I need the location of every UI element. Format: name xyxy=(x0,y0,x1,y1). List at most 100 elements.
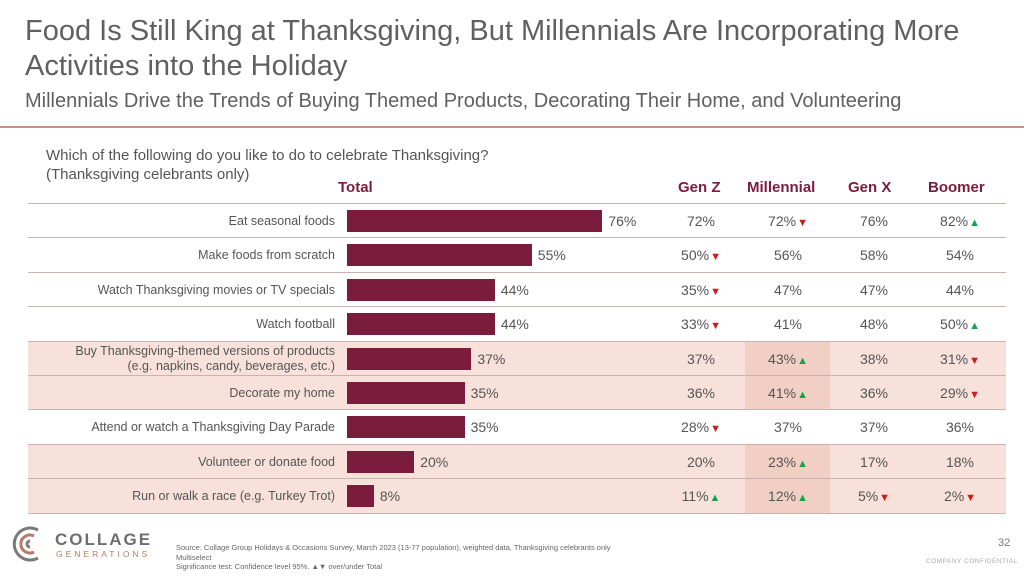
cell-value: 82% xyxy=(940,213,969,229)
cell-millennial: 37% xyxy=(743,419,833,435)
header-gen-z: Gen Z xyxy=(678,179,721,196)
cell-value: 76% xyxy=(859,213,889,229)
row-label: Eat seasonal foods xyxy=(28,214,335,229)
cell-value: 58% xyxy=(859,247,889,264)
row-label-line: Watch Thanksgiving movies or TV specials xyxy=(97,282,335,297)
cell-value: 50% xyxy=(681,247,710,264)
cell-boomer: 82%▲ xyxy=(915,213,1005,229)
table-row xyxy=(28,444,1006,480)
cell-value: 47% xyxy=(859,281,889,298)
triangle-down-icon: ▼ xyxy=(965,492,977,505)
cell-value: 20% xyxy=(686,453,716,470)
bar-total xyxy=(347,416,465,439)
bar-total xyxy=(347,382,465,404)
cell-genx: 5%▼ xyxy=(829,488,919,504)
triangle-up-icon: ▲ xyxy=(797,492,808,505)
cell-genx: 76% xyxy=(829,213,919,229)
cell-value: 12% xyxy=(768,488,797,505)
triangle-down-icon: ▼ xyxy=(969,354,980,367)
cell-genx: 47% xyxy=(829,282,919,298)
cell-value: 48% xyxy=(859,316,889,333)
question-line-1: Which of the following do you like to do… xyxy=(46,147,489,164)
cell-value: 29% xyxy=(940,385,969,401)
cell-value: 36% xyxy=(686,385,716,401)
triangle-down-icon: ▼ xyxy=(710,320,721,333)
triangle-down-icon: ▼ xyxy=(879,492,891,505)
slide-subtitle: Millennials Drive the Trends of Buying T… xyxy=(25,90,902,112)
cell-boomer: 18% xyxy=(915,454,1005,470)
cell-millennial: 47% xyxy=(743,282,833,298)
triangle-down-icon: ▼ xyxy=(797,217,808,229)
cell-millennial: 23%▲ xyxy=(743,454,833,470)
millennial-highlight xyxy=(745,444,830,479)
cell-boomer: 36% xyxy=(915,419,1005,435)
bar-value-label: 44% xyxy=(500,316,529,333)
page-number: 32 xyxy=(998,537,1011,549)
collage-logo-icon xyxy=(12,526,39,562)
cell-millennial: 43%▲ xyxy=(743,351,833,367)
cell-value: 37% xyxy=(773,419,803,436)
bar-value-label: 35% xyxy=(470,385,499,401)
row-label: Attend or watch a Thanksgiving Day Parad… xyxy=(28,420,335,435)
cell-value: 44% xyxy=(945,281,975,298)
brand-tagline: GENERATIONS xyxy=(56,549,151,559)
header-gen-x: Gen X xyxy=(848,179,892,196)
title-divider xyxy=(0,126,1024,128)
row-label: Volunteer or donate food xyxy=(28,455,335,470)
table-row xyxy=(28,479,1006,514)
cell-genz: 37% xyxy=(656,351,746,367)
cell-value: 31% xyxy=(940,350,969,367)
millennial-highlight xyxy=(745,376,830,410)
triangle-down-icon: ▼ xyxy=(969,389,980,401)
bar-total xyxy=(347,313,495,336)
cell-value: 72% xyxy=(768,213,797,229)
cell-genx: 17% xyxy=(829,454,919,470)
header-boomer: Boomer xyxy=(928,179,985,196)
cell-value: 41% xyxy=(768,385,797,401)
row-label-line: (e.g. napkins, candy, beverages, etc.) xyxy=(127,358,335,373)
cell-value: 23% xyxy=(768,453,797,470)
question-line-2: (Thanksgiving celebrants only) xyxy=(46,166,250,183)
millennial-highlight xyxy=(745,341,830,375)
bar-total xyxy=(347,485,374,508)
cell-value: 47% xyxy=(773,281,803,298)
bar-total xyxy=(347,450,415,473)
cell-genz: 33%▼ xyxy=(656,316,746,332)
bar-total xyxy=(347,210,603,232)
bar-value-label: 8% xyxy=(379,488,401,505)
cell-value: 43% xyxy=(768,350,797,367)
cell-value: 36% xyxy=(859,385,889,401)
bar-value-label: 44% xyxy=(500,281,529,298)
significance-note: Significance test: Confidence level 95%.… xyxy=(176,562,383,571)
cell-boomer: 50%▲ xyxy=(915,316,1005,332)
cell-value: 36% xyxy=(945,419,975,436)
row-label-line: Make foods from scratch xyxy=(198,248,335,263)
cell-genx: 48% xyxy=(829,316,919,332)
cell-millennial: 56% xyxy=(743,247,833,263)
cell-millennial: 12%▲ xyxy=(743,488,833,504)
bar-total xyxy=(347,244,532,267)
footer-source: Source: Collage Group Holidays & Occasio… xyxy=(176,543,611,572)
table-row xyxy=(28,273,1006,308)
cell-value: 38% xyxy=(859,350,889,367)
row-label-line: Decorate my home xyxy=(229,386,335,400)
triangle-up-icon: ▲ xyxy=(709,492,721,505)
row-label-line: Attend or watch a Thanksgiving Day Parad… xyxy=(91,420,335,435)
row-label: Make foods from scratch xyxy=(28,248,335,263)
table-row xyxy=(28,341,1006,376)
table-row xyxy=(28,238,1006,273)
cell-value: 54% xyxy=(945,247,975,264)
cell-value: 18% xyxy=(945,453,975,470)
cell-boomer: 44% xyxy=(915,282,1005,298)
bar-value-label: 76% xyxy=(608,213,637,229)
cell-value: 17% xyxy=(859,453,889,470)
cell-boomer: 29%▼ xyxy=(915,385,1005,401)
cell-value: 35% xyxy=(681,281,710,298)
cell-genz: 11%▲ xyxy=(656,488,746,504)
cell-value: 2% xyxy=(943,488,965,505)
bar-total xyxy=(347,347,472,370)
cell-value: 72% xyxy=(686,213,716,229)
cell-genx: 38% xyxy=(829,351,919,367)
triangle-up-icon: ▲ xyxy=(969,217,980,229)
survey-question: Which of the following do you like to do… xyxy=(46,146,489,184)
